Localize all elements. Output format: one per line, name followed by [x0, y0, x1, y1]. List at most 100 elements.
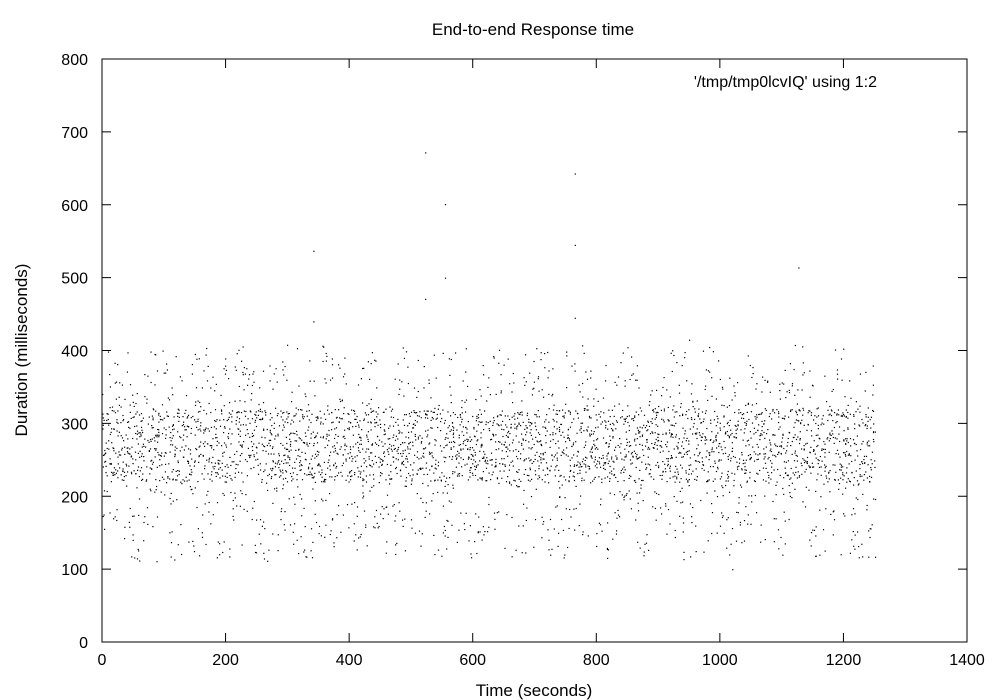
data-point	[420, 442, 422, 444]
data-point	[646, 441, 648, 443]
data-point	[207, 428, 209, 430]
data-point	[563, 449, 565, 451]
data-point	[448, 500, 450, 502]
data-point	[774, 454, 776, 457]
data-point	[648, 549, 650, 551]
data-point	[799, 410, 801, 412]
data-point	[214, 390, 216, 392]
data-point	[781, 417, 783, 419]
data-point	[750, 411, 752, 413]
x-tick-label: 0	[98, 652, 107, 669]
data-point	[200, 406, 202, 408]
data-point	[756, 383, 758, 385]
data-point	[605, 424, 607, 427]
data-point	[152, 417, 154, 419]
data-point	[464, 401, 466, 403]
data-point	[684, 433, 686, 435]
data-point	[476, 465, 478, 467]
data-point	[870, 459, 872, 461]
data-point	[194, 419, 196, 421]
data-point	[596, 545, 598, 548]
data-point	[132, 401, 134, 403]
data-point	[575, 507, 577, 510]
data-point	[598, 476, 600, 478]
data-point	[699, 461, 701, 463]
data-point	[747, 514, 749, 516]
data-point	[703, 469, 705, 471]
data-point	[374, 442, 376, 444]
data-point	[679, 515, 681, 517]
data-point	[650, 421, 652, 423]
data-point	[802, 407, 804, 409]
data-point	[844, 454, 846, 456]
data-point	[169, 437, 171, 439]
data-point	[663, 408, 665, 410]
data-point	[289, 472, 292, 475]
data-point	[774, 434, 776, 436]
data-point	[473, 428, 475, 430]
data-point	[551, 548, 553, 550]
data-point	[718, 460, 720, 462]
data-point	[529, 372, 531, 374]
data-point	[357, 467, 359, 469]
data-point	[124, 446, 126, 448]
data-point	[751, 376, 753, 379]
data-point	[386, 506, 388, 508]
data-point	[420, 468, 422, 470]
data-point	[595, 414, 597, 416]
data-point	[451, 422, 454, 424]
data-point	[717, 432, 719, 434]
data-point	[260, 543, 262, 545]
data-point	[700, 422, 702, 424]
data-point	[351, 475, 353, 477]
data-point	[783, 383, 785, 385]
data-point	[589, 435, 591, 437]
data-point	[553, 456, 555, 458]
data-point	[753, 480, 756, 482]
data-point	[424, 516, 426, 518]
data-point	[574, 317, 576, 319]
data-point	[224, 475, 226, 477]
data-point	[389, 406, 391, 408]
data-point	[697, 444, 699, 446]
data-point	[728, 435, 730, 437]
data-point	[124, 398, 126, 400]
data-point	[711, 451, 713, 453]
data-point	[349, 446, 351, 448]
data-point	[259, 469, 262, 471]
data-point	[239, 400, 241, 402]
data-point	[680, 403, 682, 405]
data-point	[469, 447, 471, 449]
data-point	[120, 422, 122, 424]
data-point	[854, 548, 856, 550]
data-point	[832, 464, 834, 466]
data-point	[139, 456, 141, 458]
data-point	[170, 431, 172, 434]
data-point	[333, 465, 335, 467]
data-point	[216, 502, 219, 504]
data-point	[187, 414, 190, 416]
data-point	[172, 444, 174, 446]
data-point	[315, 521, 318, 524]
data-point	[379, 419, 381, 421]
data-point	[529, 469, 531, 471]
data-point	[727, 477, 729, 479]
data-point	[665, 432, 667, 434]
data-point	[719, 429, 722, 431]
data-point	[637, 429, 639, 431]
data-point	[744, 428, 746, 430]
data-point	[497, 424, 499, 426]
data-point	[810, 532, 813, 534]
data-point	[384, 443, 386, 445]
data-point	[817, 407, 819, 409]
data-point	[274, 466, 276, 468]
data-point	[356, 455, 358, 457]
data-point	[817, 473, 819, 475]
data-point	[246, 460, 248, 463]
data-point	[204, 430, 206, 432]
data-point	[474, 461, 477, 463]
data-point	[510, 426, 512, 428]
data-point	[840, 358, 843, 360]
data-point	[305, 395, 307, 398]
data-point	[758, 413, 760, 416]
